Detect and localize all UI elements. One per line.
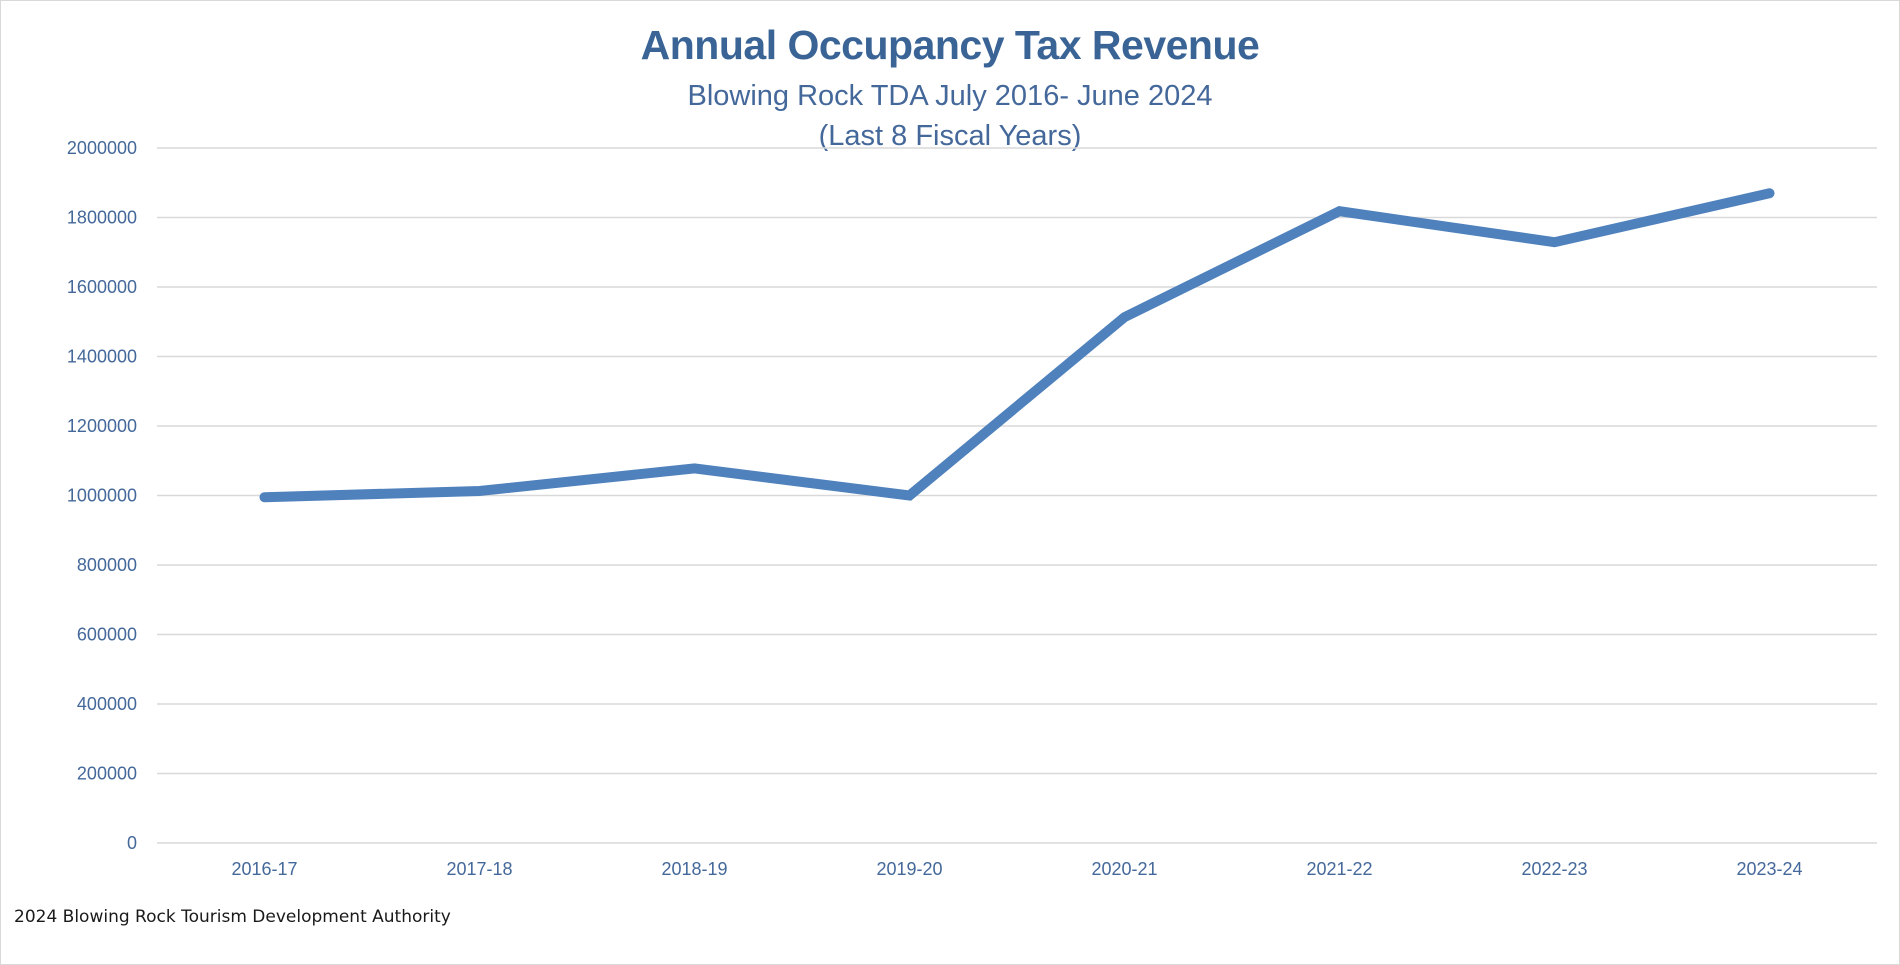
x-tick-label: 2019-20: [876, 859, 942, 879]
y-tick-label: 1400000: [67, 347, 137, 367]
chart-title: Annual Occupancy Tax Revenue: [640, 22, 1260, 68]
x-tick-label: 2022-23: [1521, 859, 1587, 879]
y-tick-label: 1000000: [67, 486, 137, 506]
y-tick-label: 2000000: [67, 138, 137, 158]
x-tick-label: 2017-18: [446, 859, 512, 879]
y-tick-label: 1200000: [67, 416, 137, 436]
y-tick-label: 800000: [77, 555, 137, 575]
series-line: [259, 188, 1775, 503]
y-tick-label: 200000: [77, 764, 137, 784]
y-tick-label: 1600000: [67, 277, 137, 297]
chart-subtitle: Blowing Rock TDA July 2016- June 2024: [687, 80, 1213, 112]
footer-credit: 2024 Blowing Rock Tourism Development Au…: [14, 907, 451, 927]
x-tick-label: 2020-21: [1091, 859, 1157, 879]
y-tick-label: 0: [127, 833, 137, 853]
gridlines: [157, 147, 1877, 844]
x-tick-label: 2016-17: [231, 859, 297, 879]
y-axis-ticks: 0 200000 400000 600000 800000 1000000 1200000 1…: [67, 138, 137, 853]
x-tick-label: 2018-19: [661, 859, 727, 879]
y-tick-label: 400000: [77, 694, 137, 714]
y-tick-label: 1800000: [67, 208, 137, 228]
x-tick-label: 2021-22: [1306, 859, 1372, 879]
series-group: [259, 188, 1775, 503]
y-tick-label: 600000: [77, 625, 137, 645]
x-tick-label: 2023-24: [1736, 859, 1802, 879]
x-axis-ticks: 2016-17 2017-18 2018-19 2019-20 2020-21 2021-…: [231, 859, 1802, 879]
chart-subtitle-period: (Last 8 Fiscal Years): [818, 120, 1082, 152]
